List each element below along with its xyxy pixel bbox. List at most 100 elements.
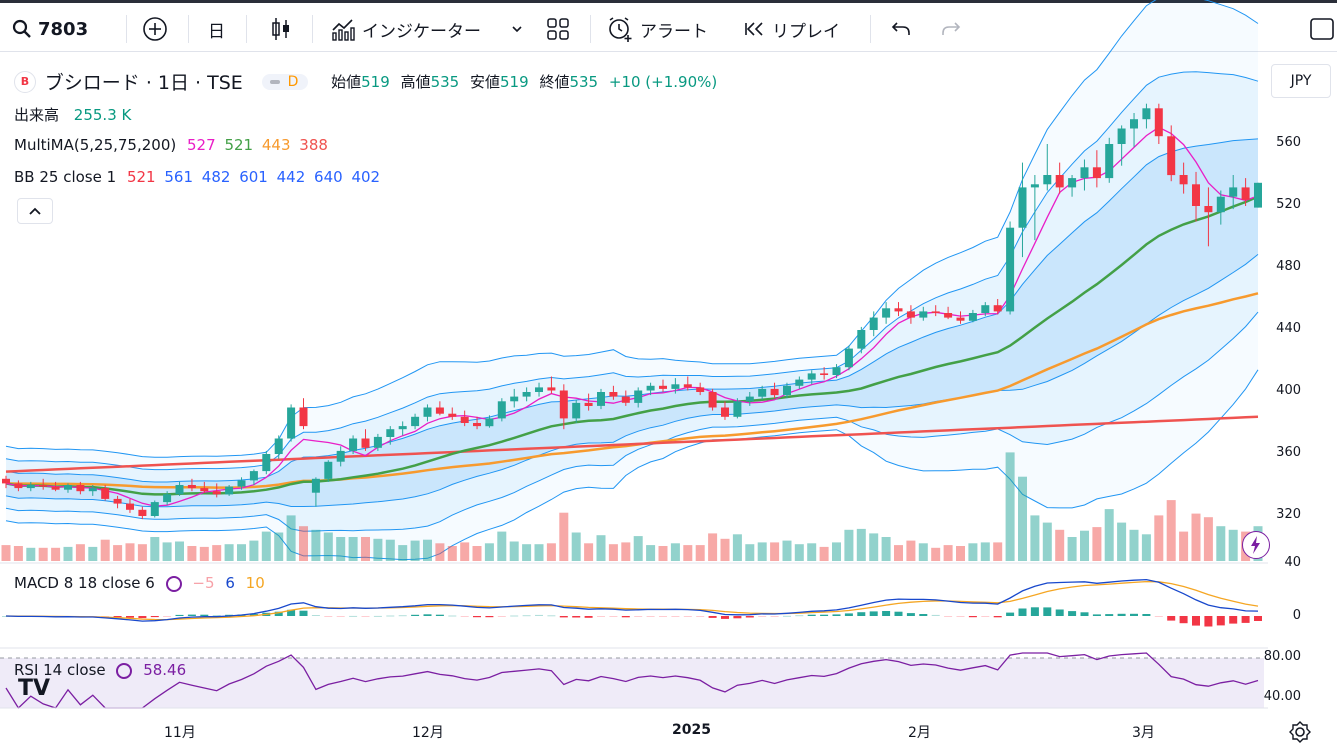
volume-bar: [1203, 517, 1213, 561]
undo-button[interactable]: [890, 15, 912, 43]
layouts-button[interactable]: [546, 15, 570, 43]
macd-hist-bar: [361, 616, 370, 617]
macd-hist-bar: [906, 613, 915, 616]
chart-type-button[interactable]: [270, 15, 292, 43]
macd-hist-bar: [758, 616, 767, 617]
compare-button[interactable]: [142, 15, 168, 43]
volume-bar: [1179, 531, 1189, 561]
macd-hist-bar: [609, 616, 618, 617]
brand-logo-icon: B: [14, 70, 36, 93]
lightning-button[interactable]: [1242, 531, 1270, 559]
macd-hist-bar: [113, 616, 122, 618]
volume-bar: [782, 540, 792, 561]
currency-button[interactable]: JPY: [1271, 64, 1331, 98]
volume-bar: [1080, 530, 1089, 561]
volume-bar: [137, 544, 147, 561]
collapse-legend-button[interactable]: [17, 198, 53, 224]
symbol-label: 7803: [38, 18, 89, 40]
volume-bar: [435, 543, 445, 561]
candle-body: [497, 401, 506, 419]
chart-area: [0, 52, 1337, 746]
redo-button[interactable]: [940, 15, 962, 43]
high-label: 高値: [400, 73, 431, 91]
candle-body: [249, 471, 258, 481]
candle-body: [745, 396, 754, 402]
toolbar-divider: [188, 15, 189, 43]
indicators-dropdown[interactable]: [510, 15, 524, 43]
alert-button[interactable]: アラート: [606, 15, 708, 43]
open-label: 始値: [331, 73, 362, 91]
macd-hist-bar: [844, 613, 853, 616]
volume-bar: [113, 545, 123, 561]
volume-bar: [918, 543, 928, 561]
candle-body: [1241, 187, 1250, 200]
rsi-legend[interactable]: RSI 14 close 58.46: [14, 661, 186, 679]
candle-body: [485, 418, 494, 427]
symbol-title[interactable]: ブシロード · 1日 · TSE: [44, 72, 243, 94]
macd-hist-bar: [659, 616, 667, 617]
candle-body: [324, 461, 333, 479]
window-icon: [1310, 18, 1334, 40]
macd-hist-bar: [869, 611, 878, 616]
price-tick: 320: [1276, 507, 1301, 522]
volume-bar: [1166, 500, 1176, 561]
volume-bar: [311, 529, 321, 561]
volume-bar: [212, 545, 222, 561]
macd-hist-value: −5: [192, 574, 215, 592]
indicators-button[interactable]: インジケーター: [330, 15, 481, 43]
price-tick: 400: [1276, 383, 1301, 398]
multima-legend[interactable]: MultiMA(5,25,75,200) 527 521 443 388: [14, 136, 328, 154]
candle-body: [906, 311, 915, 318]
rsi-pane: [0, 652, 1264, 710]
symbol-search[interactable]: 7803: [12, 15, 88, 43]
candle-body: [349, 438, 358, 451]
refresh-icon: [165, 575, 182, 592]
candle-body: [1167, 136, 1176, 176]
candle-body: [1006, 227, 1015, 312]
volume-bar: [732, 534, 742, 561]
volume-legend[interactable]: 出来高 255.3 K: [14, 104, 131, 125]
volume-bar: [1141, 534, 1151, 561]
macd-legend[interactable]: MACD 8 18 close 6 −5 6 10: [14, 574, 265, 592]
interval-button[interactable]: 日: [208, 15, 225, 43]
volume-tick: 40: [1284, 555, 1301, 570]
close-value: 535: [569, 73, 599, 91]
ma5-value: 527: [187, 136, 216, 154]
candle-body: [1080, 167, 1089, 179]
bb-legend[interactable]: BB 25 close 1 521 561 482 601 442 640 40…: [14, 168, 380, 186]
candle-body: [1254, 182, 1262, 208]
volume-bar: [856, 528, 866, 561]
candle-body: [150, 502, 159, 516]
time-tick: 11月: [164, 725, 196, 741]
candle-body: [225, 486, 234, 495]
refresh-icon: [116, 662, 133, 679]
candle-body: [76, 485, 85, 492]
bb-value: 442: [276, 168, 306, 186]
volume-bar: [1092, 527, 1102, 561]
bb-fill: [6, 0, 1258, 560]
volume-bar: [261, 531, 271, 561]
price-tick: 520: [1276, 197, 1301, 212]
volume-bar: [658, 546, 668, 561]
close-label: 終値: [539, 73, 570, 91]
bb-value: 561: [164, 168, 193, 186]
replay-button[interactable]: リプレイ: [744, 15, 840, 43]
settings-button[interactable]: [1288, 720, 1312, 744]
macd-hist-bar: [584, 616, 593, 618]
candle-body: [448, 413, 457, 417]
macd-hist-bar: [683, 616, 692, 617]
candle-body: [981, 305, 990, 313]
volume-bar: [237, 544, 246, 561]
volume-bar: [522, 544, 532, 561]
high-value: 535: [430, 73, 460, 91]
chevron-down-icon: [512, 26, 522, 33]
macd-hist-bar: [435, 614, 444, 616]
time-tick: 2月: [908, 725, 931, 741]
candle-body: [1216, 196, 1225, 213]
volume-bar: [608, 544, 618, 561]
candle-body: [671, 384, 680, 389]
candle-body: [26, 485, 35, 489]
macd-line: [5, 578, 1259, 622]
fullscreen-button[interactable]: [1310, 15, 1334, 43]
